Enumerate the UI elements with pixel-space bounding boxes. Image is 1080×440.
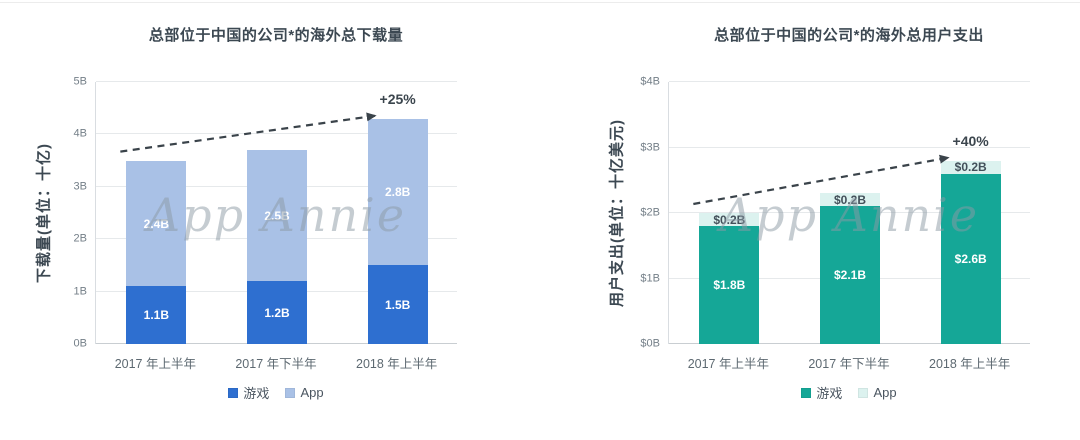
bar-value-label: $0.2B — [713, 212, 746, 227]
bar-value-label: 2.8B — [384, 185, 411, 200]
legend-item: App — [285, 383, 324, 402]
chart-body: 下载量(单位：十亿) 0B 1B 2B 3B 4B 5B App Annie 1.1B 2.… — [31, 76, 457, 349]
bar-value-label: $1.8B — [713, 278, 746, 293]
spend-chart: 总部位于中国的公司*的海外总用户支出 用户支出(单位：十亿美元) $0B $1B $… — [604, 26, 1030, 402]
y-axis-ticks: 0B 1B 2B 3B 4B 5B — [55, 76, 95, 349]
bar-segment-游戏: $2.6B — [940, 173, 1001, 344]
chart-title: 总部位于中国的公司*的海外总用户支出 — [714, 27, 984, 44]
bar-segment-游戏: 1.1B — [126, 286, 187, 344]
top-divider — [0, 2, 1080, 3]
legend-swatch — [285, 387, 296, 398]
bar-segment-App: $0.2B — [940, 160, 1001, 175]
x-tick-label: 2017 年上半年 — [114, 357, 196, 371]
gridline — [96, 133, 457, 135]
y-tick-label: $3B — [640, 141, 660, 153]
y-tick-label: 5B — [73, 75, 87, 88]
y-axis-label: 下载量(单位：十亿) — [35, 143, 53, 283]
bar-segment-App: 2.5B — [247, 150, 307, 282]
legend-label: 游戏 — [243, 386, 270, 401]
growth-annotation: +25% — [379, 90, 416, 107]
plot-area: App Annie 1.1B 2.4B 1.2B 2.5B 1.5B 2.8B +25% — [95, 81, 457, 344]
x-tick-label: 2017 年下半年 — [235, 357, 317, 371]
legend-label: 游戏 — [816, 386, 843, 401]
y-tick-label: 2B — [73, 232, 87, 245]
y-tick-label: 3B — [73, 180, 87, 193]
bar-segment-游戏: 1.5B — [367, 265, 428, 344]
legend-label: App — [873, 385, 897, 400]
bar-segment-App: $0.2B — [699, 212, 760, 227]
bar-segment-App: $0.2B — [820, 192, 880, 207]
y-tick-label: $2B — [640, 206, 660, 219]
legend-item: 游戏 — [801, 383, 842, 402]
bar-segment-游戏: $2.1B — [820, 206, 880, 344]
bar-value-label: $2.1B — [833, 268, 867, 283]
x-tick-label: 2017 年上半年 — [687, 357, 769, 371]
plot-area: App Annie $1.8B $0.2B $2.1B $0.2B $2.6B $0.2B… — [668, 81, 1030, 344]
x-axis-ticks: 2017 年上半年 2017 年下半年 2018 年上半年 — [95, 353, 457, 371]
y-tick-label: 0B — [73, 337, 87, 350]
chart-body: 用户支出(单位：十亿美元) $0B $1B $2B $3B $4B App Annie … — [604, 76, 1030, 349]
bar-segment-游戏: 1.2B — [247, 281, 307, 344]
x-tick-label: 2017 年下半年 — [808, 357, 890, 371]
y-tick-label: $4B — [640, 75, 660, 88]
legend-swatch — [858, 387, 869, 398]
bar-value-label: 2.4B — [143, 216, 169, 231]
gridline — [669, 81, 1030, 82]
downloads-chart: 总部位于中国的公司*的海外总下载量 下载量(单位：十亿) 0B 1B 2B 3B 4B 5… — [31, 26, 457, 402]
y-axis-label-wrap: 下载量(单位：十亿) — [31, 82, 55, 344]
legend: 游戏 App — [95, 383, 457, 402]
bar-segment-游戏: $1.8B — [699, 226, 760, 344]
bar-value-label: $0.2B — [833, 192, 867, 207]
bar-value-label: 1.2B — [264, 305, 290, 320]
bar-segment-App: 2.4B — [126, 160, 187, 287]
growth-annotation: +40% — [952, 132, 989, 149]
bar-value-label: $2.6B — [954, 251, 987, 266]
x-tick-label: 2018 年上半年 — [356, 357, 438, 371]
legend-swatch — [228, 387, 239, 398]
growth-arrow — [120, 112, 377, 153]
legend-swatch — [801, 387, 812, 398]
y-axis-label-wrap: 用户支出(单位：十亿美元) — [604, 82, 628, 344]
bar-value-label: 1.1B — [143, 308, 169, 323]
growth-arrow — [693, 154, 950, 206]
bar-value-label: 1.5B — [384, 297, 411, 312]
y-axis-ticks: $0B $1B $2B $3B $4B — [628, 76, 668, 349]
x-axis-ticks: 2017 年上半年 2017 年下半年 2018 年上半年 — [668, 353, 1030, 371]
bar-value-label: $0.2B — [954, 160, 987, 175]
chart-title: 总部位于中国的公司*的海外总下载量 — [148, 27, 404, 44]
bar-value-label: 2.5B — [264, 208, 290, 223]
y-tick-label: 1B — [73, 285, 87, 298]
y-tick-label: $1B — [640, 272, 660, 284]
y-axis-label: 用户支出(单位：十亿美元) — [608, 119, 626, 307]
y-tick-label: $0B — [640, 337, 660, 350]
x-tick-label: 2018 年上半年 — [929, 357, 1011, 371]
legend-item: App — [858, 383, 897, 402]
bar-segment-App: 2.8B — [367, 118, 428, 266]
legend: 游戏 App — [668, 383, 1030, 402]
legend-label: App — [300, 385, 324, 400]
y-tick-label: 4B — [73, 127, 87, 140]
legend-item: 游戏 — [228, 383, 269, 402]
gridline — [96, 81, 457, 82]
gridline — [669, 146, 1030, 148]
